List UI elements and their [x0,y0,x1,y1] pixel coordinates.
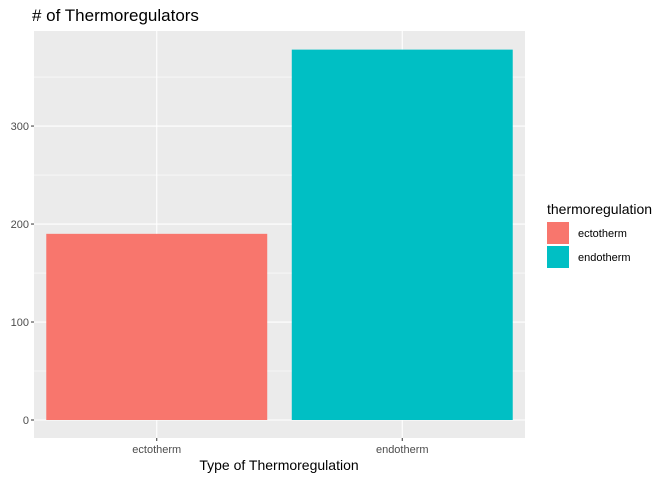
legend-key-ectotherm [547,222,569,244]
y-tick-label: 200 [11,219,29,231]
bars [46,49,513,421]
legend-key-endotherm [547,246,569,268]
x-tick-label: ectotherm [132,444,181,456]
y-axis: 0 100 200 300 [11,121,34,427]
y-tick-label: 0 [23,415,29,427]
legend-label-ectotherm: ectotherm [578,228,627,240]
x-tick-label: endotherm [376,444,429,456]
chart-title: # of Thermoregulators [32,6,199,25]
legend: thermoregulation ectotherm endotherm [547,201,652,268]
legend-title: thermoregulation [547,201,652,217]
legend-label-endotherm: endotherm [578,252,631,264]
x-axis: ectotherm endotherm [132,438,429,456]
y-tick-label: 100 [11,317,29,329]
y-tick-label: 300 [11,121,29,133]
bar-endotherm [291,49,513,421]
bar-ectotherm [46,233,268,420]
x-axis-title: Type of Thermoregulation [199,457,358,473]
